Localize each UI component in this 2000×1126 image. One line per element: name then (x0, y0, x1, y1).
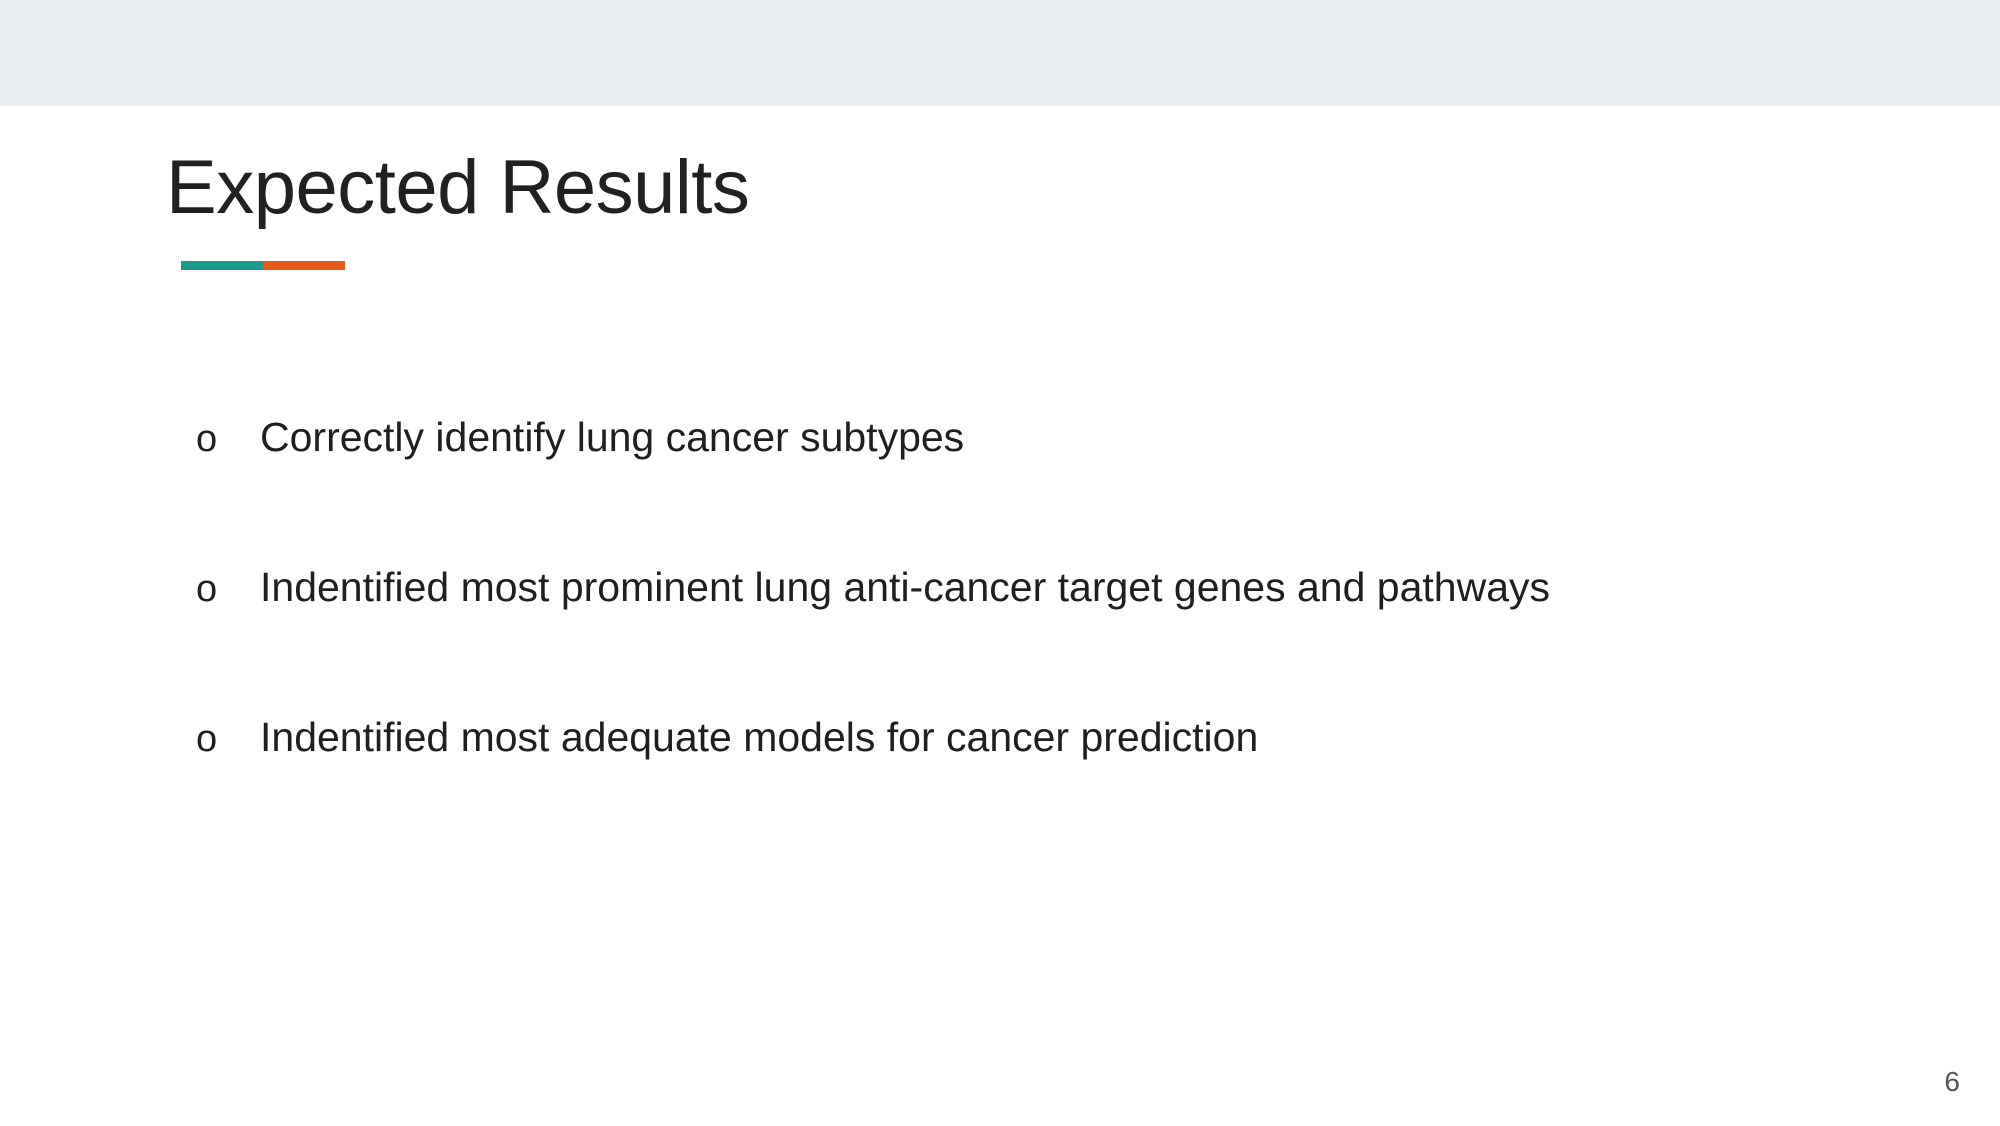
title-accent-bar (181, 261, 345, 270)
bullet-text: Correctly identify lung cancer subtypes (260, 414, 965, 460)
slide-title: Expected Results (166, 145, 750, 230)
list-item: o Indentified most prominent lung anti-c… (196, 555, 1550, 705)
bullet-text: Indentified most prominent lung anti-can… (260, 564, 1550, 610)
header-band (0, 0, 2000, 106)
list-item: o Indentified most adequate models for c… (196, 705, 1550, 855)
page-number: 6 (1944, 1066, 1960, 1097)
bullet-circle-icon: o (196, 718, 218, 760)
bullet-text: Indentified most adequate models for can… (260, 714, 1259, 760)
accent-segment-teal (181, 261, 263, 270)
list-item: o Correctly identify lung cancer subtype… (196, 405, 1550, 555)
bullet-circle-icon: o (196, 568, 218, 610)
bullet-circle-icon: o (196, 418, 218, 460)
accent-segment-orange (263, 261, 345, 270)
bullet-list: o Correctly identify lung cancer subtype… (196, 405, 1550, 855)
